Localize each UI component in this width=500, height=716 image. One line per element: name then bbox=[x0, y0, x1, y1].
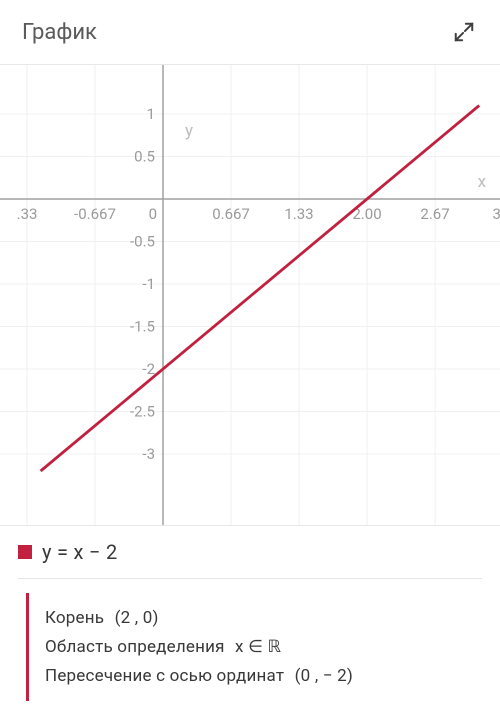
divider bbox=[18, 578, 482, 579]
svg-text:0.667: 0.667 bbox=[212, 205, 250, 223]
panel-title: График bbox=[22, 20, 97, 45]
svg-text:1: 1 bbox=[147, 105, 155, 123]
svg-text:-1.5: -1.5 bbox=[130, 318, 155, 336]
svg-text:-3: -3 bbox=[142, 445, 155, 463]
info-value: (0 , − 2) bbox=[290, 666, 353, 686]
info-row: Область определения x ∈ ℝ bbox=[45, 637, 482, 657]
chart[interactable]: .33-0.66700.6671.332.002.673.310.5-0.5-1… bbox=[0, 65, 500, 525]
chart-canvas: .33-0.66700.6671.332.002.673.310.5-0.5-1… bbox=[0, 65, 500, 525]
svg-text:-1: -1 bbox=[142, 275, 155, 293]
svg-text:-2.5: -2.5 bbox=[130, 403, 155, 421]
svg-text:2.67: 2.67 bbox=[420, 205, 449, 223]
info-value: (2 , 0) bbox=[110, 608, 158, 628]
info-label: Корень bbox=[45, 608, 104, 628]
svg-text:.33: .33 bbox=[17, 205, 38, 223]
info-section: Корень (2 , 0) Область определения x ∈ ℝ П… bbox=[26, 593, 482, 701]
info-value: x ∈ ℝ bbox=[231, 637, 282, 657]
svg-text:-0.5: -0.5 bbox=[130, 233, 155, 251]
info-row: Корень (2 , 0) bbox=[45, 608, 482, 628]
header: График bbox=[0, 0, 500, 65]
svg-text:0.5: 0.5 bbox=[134, 148, 155, 166]
expand-icon[interactable] bbox=[446, 14, 482, 50]
svg-text:x: x bbox=[478, 172, 487, 192]
svg-text:-2: -2 bbox=[142, 360, 155, 378]
svg-text:0: 0 bbox=[149, 205, 157, 223]
info-row: Пересечение с осью ординат (0 , − 2) bbox=[45, 666, 482, 686]
svg-text:3.3: 3.3 bbox=[493, 205, 500, 223]
equation-row: y = x − 2 bbox=[0, 525, 500, 570]
info-label: Пересечение с осью ординат bbox=[45, 666, 284, 686]
series-color-swatch bbox=[18, 545, 32, 559]
svg-text:1.33: 1.33 bbox=[284, 205, 313, 223]
svg-text:y: y bbox=[185, 121, 193, 141]
svg-text:-0.667: -0.667 bbox=[74, 205, 116, 223]
equation-text: y = x − 2 bbox=[42, 540, 118, 564]
info-label: Область определения bbox=[45, 637, 225, 657]
